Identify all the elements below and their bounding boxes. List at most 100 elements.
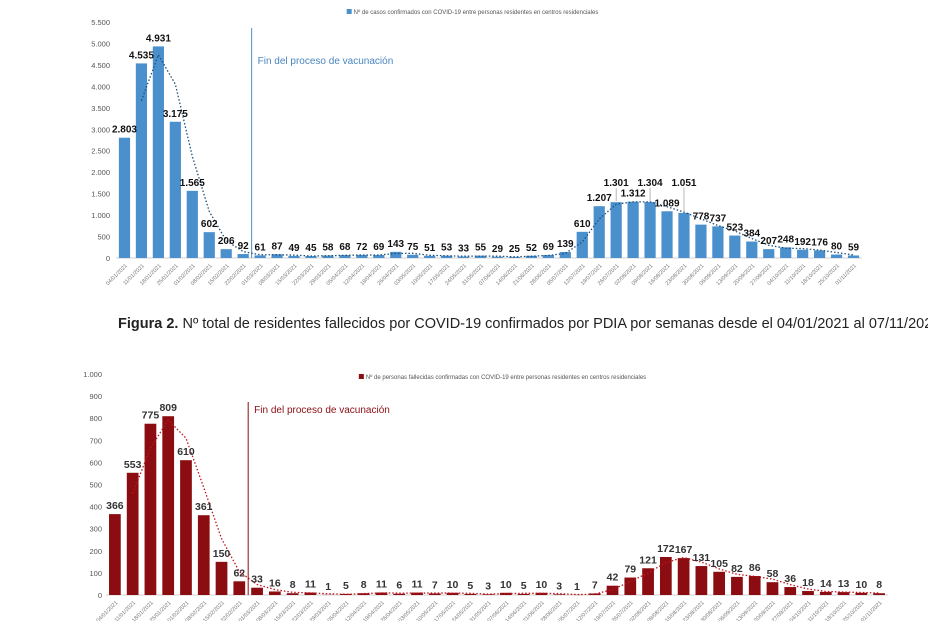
chart1-data-label: 69 [373,242,385,253]
chart2-bar [748,575,761,595]
chart2-y-tick-label: 100 [89,569,102,578]
chart1-y-tick-label: 5.000 [91,39,110,48]
chart1-bar [661,211,673,258]
chart2-bar [197,515,210,595]
chart1-y-tick-label: 5.500 [91,18,110,27]
chart1-bar [797,249,809,258]
chart1-data-label: 33 [458,244,470,255]
chart1-bar [152,46,164,259]
chart1-data-label: 68 [339,242,351,253]
chart1-bar [746,241,758,258]
chart1-bar [712,226,724,258]
chart1-bar [644,202,656,258]
chart1-bar [847,255,860,258]
chart2-bar [588,593,601,595]
chart1-trendline [140,53,854,258]
chart1-data-label: 206 [218,236,235,247]
chart1-data-label: 45 [305,243,317,254]
chart1-legend-swatch [346,9,352,14]
chart2-bar [695,566,708,595]
chart1-bar [457,256,470,258]
chart2-data-label: 11 [305,579,316,591]
chart1-data-label: 602 [201,219,218,230]
chart1-data-label: 1.051 [671,178,696,189]
chart1-bar [474,255,487,258]
chart2-legend-label: Nº de personas fallecidas confirmadas co… [366,374,646,381]
chart2-bar [446,592,459,595]
chart2-bar [855,592,868,595]
chart1-data-label: 3.175 [163,109,188,120]
chart2-data-label: 5 [343,580,349,592]
chart1-bar [220,249,232,258]
chart1-bar [678,212,690,258]
chart1-data-label: 207 [760,236,777,247]
chart1-bar [322,255,334,258]
chart1-bar [271,254,283,258]
chart2-data-label: 13 [838,578,850,590]
chart2-data-label: 10 [536,579,548,591]
chart2-bar [713,571,726,595]
chart1-data-label: 176 [811,237,828,248]
chart1-bar [441,255,453,258]
chart2-bar [731,576,743,595]
chart1-bar [186,190,198,258]
chart2-data-label: 58 [767,568,779,580]
chart2-data-label: 62 [233,567,245,579]
chart2-data-label: 8 [876,579,882,591]
figure-caption-label: Figura 2. [118,316,179,332]
chart1-bar [135,63,148,258]
chart2-bar [233,581,246,595]
figure-caption-text: Nº total de residentes fallecidos por CO… [182,316,928,332]
figure-caption: Figura 2. Nº total de residentes falleci… [118,316,928,332]
chart2-data-label: 14 [820,578,832,590]
chart1-data-label: 75 [407,242,419,253]
chart2-bar [393,593,406,595]
chart1-vaccination-end-annotation: Fin del proceso de vacunación [258,56,394,67]
chart2-data-label: 42 [607,572,619,584]
chart1-legend-label: Nº de casos confirmados con COVID-19 ent… [354,9,599,16]
chart2-data-label: 5 [467,580,473,592]
chart2-bar [659,556,672,595]
chart2-y-tick-label: 500 [89,481,102,490]
chart1-bar [559,252,571,258]
chart1-data-label: 51 [424,243,436,254]
chart2-data-label: 6 [396,580,402,592]
chart2-bar [624,577,637,595]
chart1-data-label: 1.089 [655,198,680,209]
chart2-data-label: 809 [159,402,177,414]
chart1-data-label: 610 [574,219,591,230]
chart2-bar [375,592,388,595]
chart1-data-label: 72 [356,242,368,253]
chart2-bar [162,416,175,595]
chart1-data-label: 87 [272,241,284,252]
chart2-data-label: 16 [269,577,281,589]
chart1-data-label: 92 [238,241,250,252]
chart2-data-label: 8 [290,579,296,591]
chart2-y-tick-label: 900 [89,392,102,401]
chart2-bar [215,561,228,595]
chart1-data-label: 1.312 [621,189,646,200]
chart1-data-label: 384 [743,229,760,240]
chart1-bar [542,255,554,258]
chart2-bar [517,593,530,595]
chart2-data-label: 82 [731,563,743,575]
chart2-data-label: 105 [710,558,728,570]
chart1-data-label: 1.304 [638,178,663,189]
chart1-y-tick-label: 1.000 [91,211,110,220]
chart2-data-label: 167 [675,544,693,556]
chart2-bar [642,568,654,595]
chart2-data-label: 150 [213,548,231,560]
chart1-y-tick-label: 500 [97,233,110,242]
chart1-bar [814,250,826,258]
chart2-bar [268,591,281,595]
chart2-data-label: 10 [855,579,867,591]
chart1-bar [695,224,707,258]
chart1-data-label: 523 [726,223,743,234]
chart2-y-tick-label: 400 [89,503,102,512]
chart1-data-label: 25 [509,244,521,255]
chart2-bar [126,472,139,595]
chart1-bar [729,235,741,258]
chart2-bar [286,593,299,595]
chart1-bar [390,251,402,258]
chart2-data-label: 610 [177,446,195,458]
